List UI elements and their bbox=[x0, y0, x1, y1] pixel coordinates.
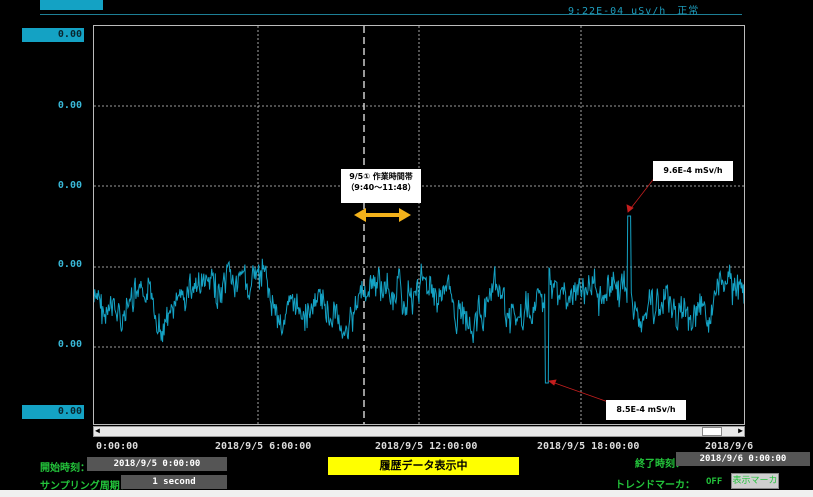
trend-svg bbox=[94, 26, 744, 424]
y-label-bottom: 0.00 bbox=[22, 405, 84, 419]
x-label: 2018/9/5 6:00:00 bbox=[215, 441, 312, 452]
end-time-label: 終了時刻： bbox=[635, 459, 685, 470]
bottom-strip bbox=[0, 490, 813, 497]
grid bbox=[94, 26, 744, 424]
x-label: 2018/9/5 12:00:00 bbox=[375, 441, 478, 452]
callout-leaders bbox=[548, 171, 660, 404]
end-time-value[interactable]: 2018/9/6 0:00:00 bbox=[676, 452, 810, 466]
start-time-value[interactable]: 2018/9/5 0:00:00 bbox=[87, 457, 227, 471]
marker-button[interactable]: 表示マーカ bbox=[731, 473, 779, 489]
period-arrow bbox=[354, 208, 411, 222]
y-label: 0.00 bbox=[57, 180, 82, 191]
max-value-callout: 9.6E-4 mSv/h bbox=[653, 161, 733, 181]
status-banner: 履歴データ表示中 bbox=[328, 457, 519, 475]
work-period-range: （9:40～11:48） bbox=[346, 183, 416, 192]
x-label: 0:00:00 bbox=[96, 441, 139, 452]
work-period-title: 9/5① 作業時間帯 bbox=[349, 172, 413, 181]
sampling-label: サンプリング周期： bbox=[40, 481, 130, 492]
header-status: 9:22E-04 uSv/h 正常 bbox=[568, 6, 700, 17]
x-label: 2018/9/6 bbox=[705, 441, 754, 452]
y-label-top: 0.00 bbox=[22, 28, 84, 42]
sampling-value[interactable]: 1 second bbox=[121, 475, 227, 489]
x-label: 2018/9/5 18:00:00 bbox=[537, 441, 640, 452]
scroll-right-icon[interactable]: ▶ bbox=[738, 426, 743, 435]
y-label: 0.00 bbox=[57, 100, 82, 111]
start-time-label: 開始時刻： bbox=[40, 463, 90, 474]
y-label: 0.00 bbox=[57, 259, 82, 270]
trend-marker-label: トレンドマーカ： bbox=[615, 480, 695, 491]
top-bar: 9:22E-04 uSv/h 正常 bbox=[0, 0, 813, 22]
min-value-callout: 8.5E-4 mSv/h bbox=[606, 400, 686, 420]
scroll-thumb[interactable] bbox=[702, 427, 722, 436]
top-indicator bbox=[40, 0, 103, 10]
time-scrollbar[interactable]: ◀ ▶ bbox=[93, 426, 745, 437]
top-divider bbox=[40, 14, 742, 15]
y-label: 0.00 bbox=[57, 339, 82, 350]
trend-marker-state: OFF bbox=[706, 477, 723, 487]
work-period-callout: 9/5① 作業時間帯 （9:40～11:48） bbox=[341, 169, 421, 203]
trend-series bbox=[94, 215, 744, 384]
trend-plot[interactable] bbox=[93, 25, 745, 425]
scroll-left-icon[interactable]: ◀ bbox=[95, 426, 100, 435]
